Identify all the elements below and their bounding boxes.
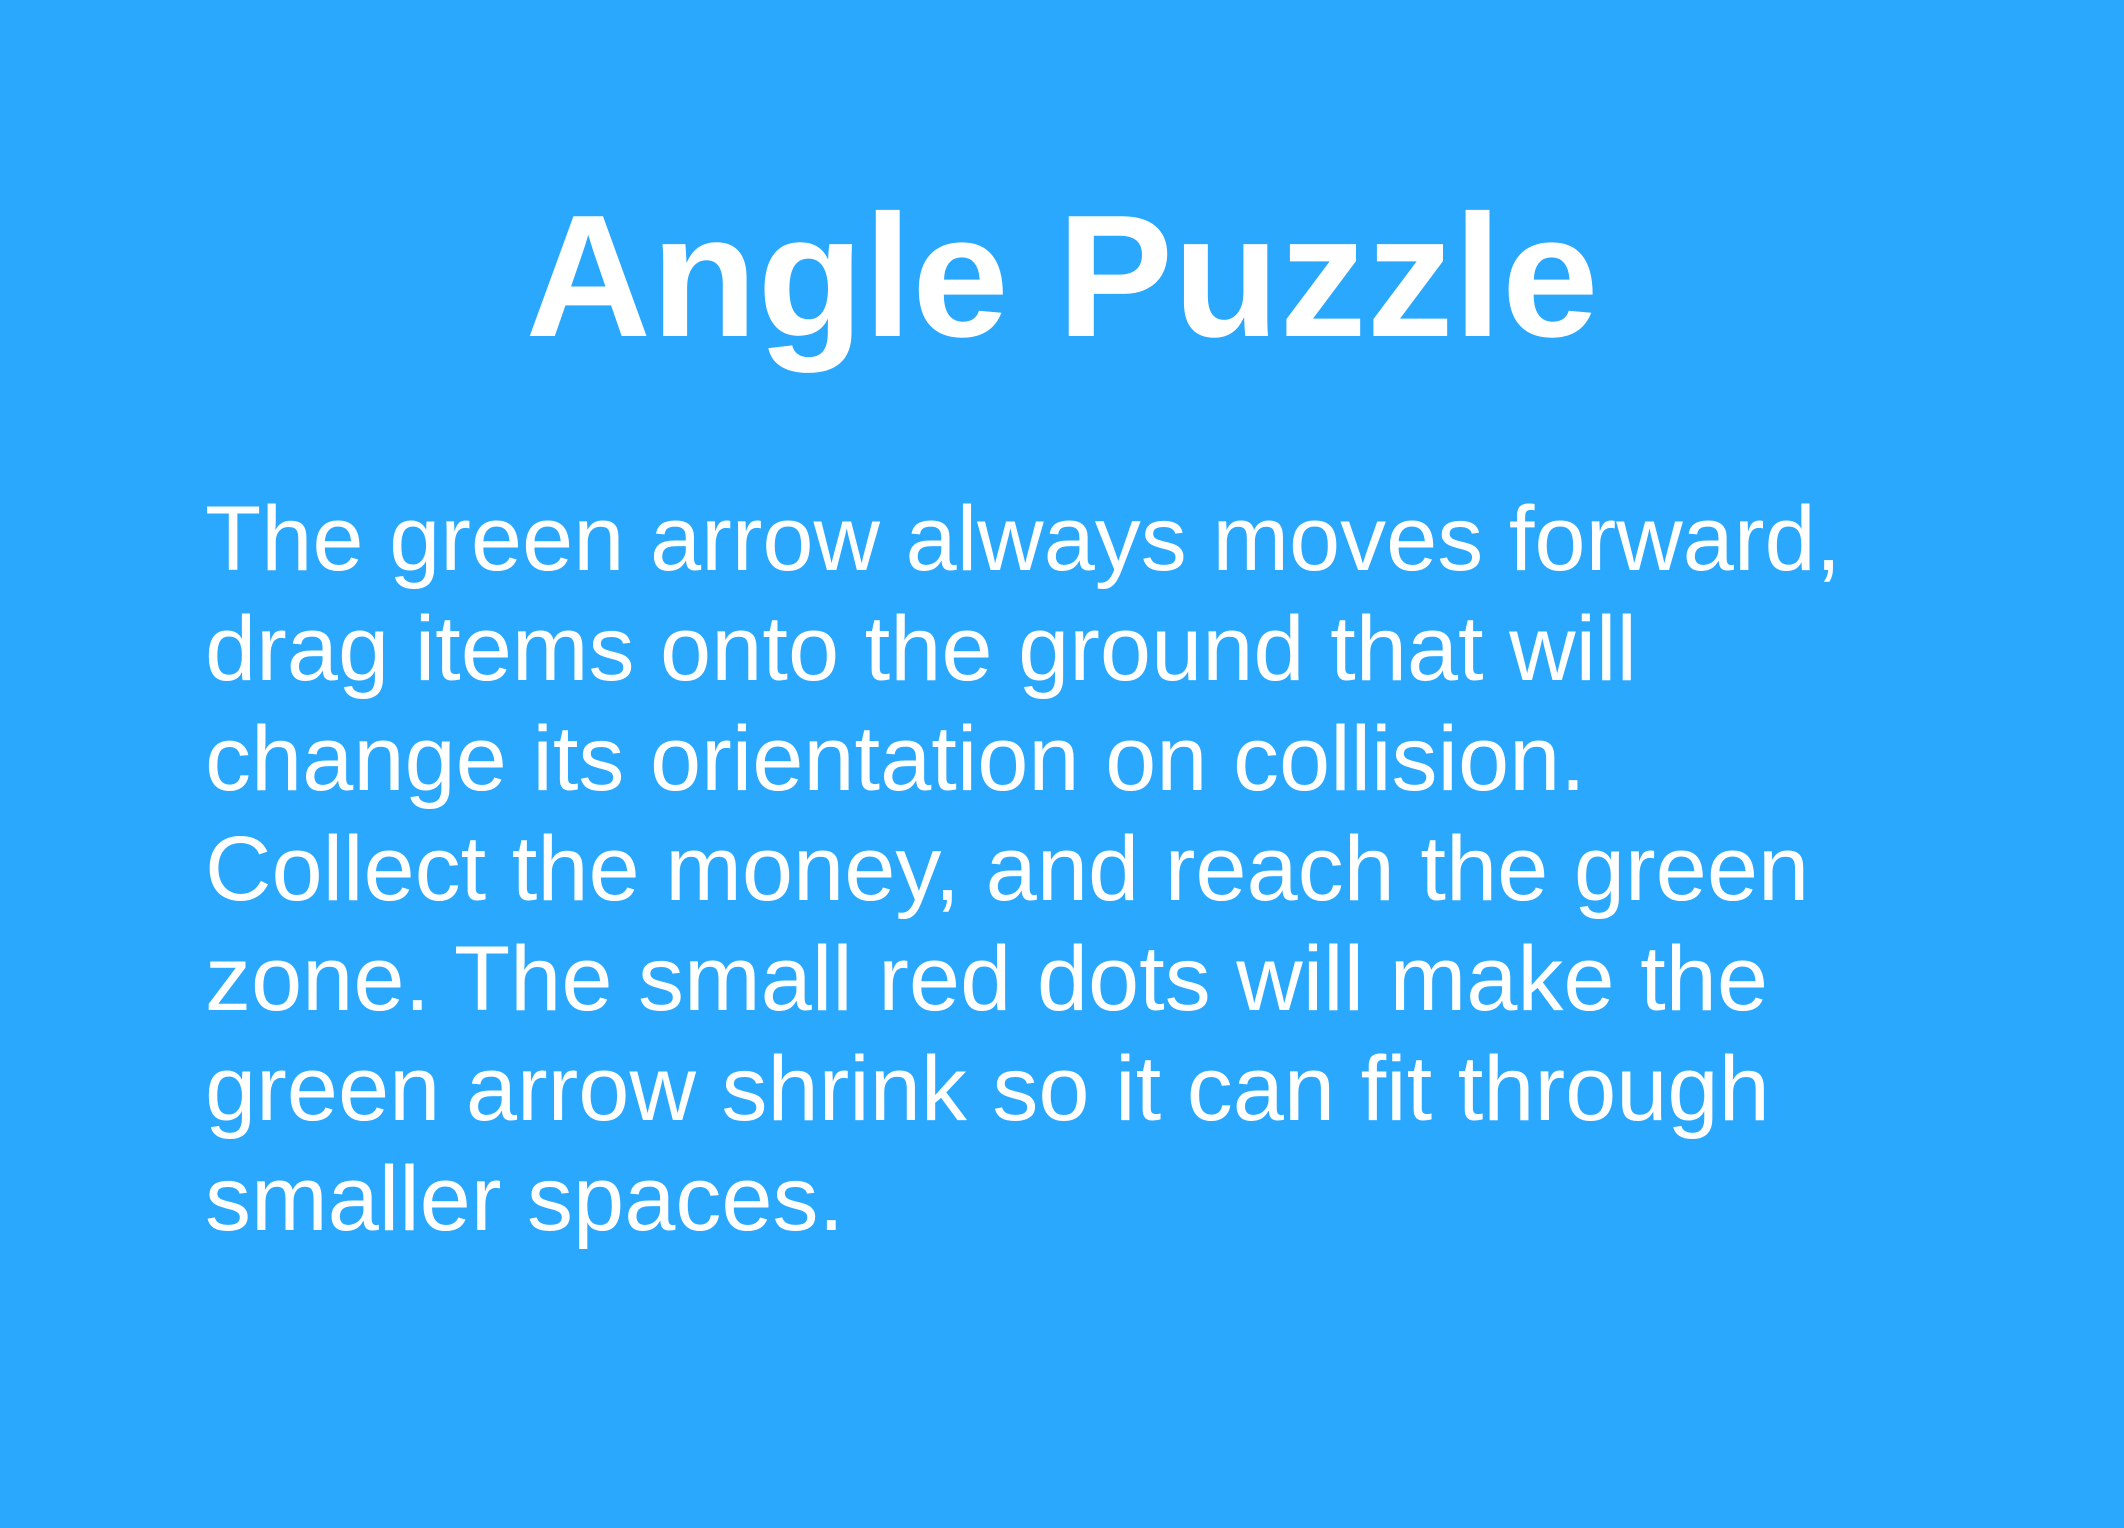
instructions-text: The green arrow always moves forward, dr… xyxy=(205,484,2005,1254)
instruction-line: Collect the money, and reach the green xyxy=(205,818,1810,920)
instruction-line: change its orientation on collision. xyxy=(205,708,1586,810)
instruction-line: green arrow shrink so it can fit through xyxy=(205,1038,1770,1140)
instruction-line: drag items onto the ground that will xyxy=(205,598,1637,700)
instruction-line: zone. The small red dots will make the xyxy=(205,928,1769,1030)
instruction-line: smaller spaces. xyxy=(205,1148,845,1250)
game-title: Angle Puzzle xyxy=(525,178,1599,373)
instruction-line: The green arrow always moves forward, xyxy=(205,488,1842,590)
